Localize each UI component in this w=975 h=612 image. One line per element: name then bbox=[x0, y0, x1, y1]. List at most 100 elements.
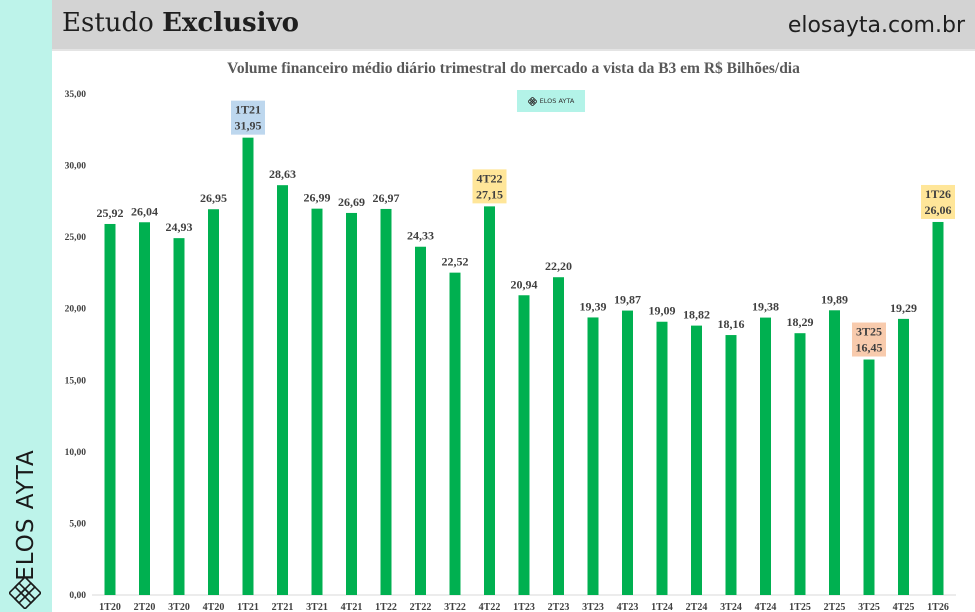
chart-title: Volume financeiro médio diário trimestra… bbox=[227, 60, 800, 77]
elos-ayta-knot-icon bbox=[9, 577, 41, 609]
bar-2T25 bbox=[829, 310, 840, 595]
y-tick-label: 5,00 bbox=[69, 519, 86, 529]
bar-2T22 bbox=[415, 246, 426, 595]
x-tick-label: 3T24 bbox=[720, 602, 742, 612]
y-tick-label: 10,00 bbox=[65, 448, 87, 458]
plot-area: 0,00 5,00 10,00 15,00 20,00 25,00 30,00 35,00 1T… bbox=[65, 90, 956, 612]
y-tick-label: 0,00 bbox=[69, 591, 86, 601]
x-tick-label: 3T21 bbox=[306, 602, 328, 612]
data-label: 19,29 bbox=[890, 301, 917, 315]
x-tick-label: 1T21 bbox=[237, 602, 259, 612]
data-label: 24,33 bbox=[407, 229, 434, 243]
x-tick-label: 1T20 bbox=[99, 602, 121, 612]
bar-4T20 bbox=[208, 209, 219, 596]
bar-2T24 bbox=[691, 325, 702, 595]
x-tick-label: 2T22 bbox=[410, 602, 432, 612]
data-label: 19,38 bbox=[752, 300, 779, 314]
highlight-box bbox=[852, 322, 886, 357]
bar-2T21 bbox=[277, 185, 288, 595]
page-title: Estudo Exclusivo bbox=[62, 8, 299, 38]
data-label: 28,63 bbox=[269, 167, 296, 181]
x-tick-label: 3T22 bbox=[444, 602, 466, 612]
bar-3T25 bbox=[863, 359, 875, 595]
site-url: elosayta.com.br bbox=[787, 13, 965, 38]
watermark-text: ELOS AYTA bbox=[539, 97, 575, 105]
x-tick-label: 3T25 bbox=[858, 602, 880, 612]
highlight-category-label: 1T26 bbox=[925, 187, 951, 201]
data-label: 27,15 bbox=[476, 187, 503, 201]
bar-4T24 bbox=[760, 317, 771, 595]
sidebar-brand-text: ELOS AYTA bbox=[13, 449, 39, 581]
data-label: 26,06 bbox=[925, 203, 952, 217]
data-label: 18,82 bbox=[683, 308, 710, 322]
x-tick-label: 2T20 bbox=[134, 602, 156, 612]
bar-3T22 bbox=[449, 272, 461, 595]
brand-sidebar: ELOS AYTA bbox=[0, 0, 52, 612]
data-label: 26,69 bbox=[338, 195, 365, 209]
data-label: 26,04 bbox=[131, 204, 158, 218]
bar-3T20 bbox=[173, 238, 185, 596]
data-label: 20,94 bbox=[511, 277, 538, 291]
bar-1T25 bbox=[794, 333, 806, 595]
x-tick-label: 1T23 bbox=[513, 602, 535, 612]
bar-1T20 bbox=[104, 223, 116, 596]
x-tick-label: 2T24 bbox=[686, 602, 708, 612]
bar-1T21 bbox=[242, 137, 254, 595]
highlight-box bbox=[472, 169, 507, 204]
watermark-badge: ELOS AYTA bbox=[517, 90, 585, 112]
data-label: 19,89 bbox=[821, 292, 848, 306]
bar-4T23 bbox=[622, 310, 633, 595]
y-tick-label: 35,00 bbox=[65, 90, 87, 100]
elos-ayta-knot-icon bbox=[527, 96, 537, 106]
data-label: 19,39 bbox=[580, 299, 607, 313]
bar-4T25 bbox=[898, 318, 909, 595]
x-tick-label: 1T24 bbox=[651, 602, 673, 612]
x-tick-label: 2T21 bbox=[272, 602, 294, 612]
x-tick-label: 1T25 bbox=[789, 602, 811, 612]
x-tick-label: 4T21 bbox=[341, 602, 363, 612]
x-tick-label: 4T24 bbox=[755, 602, 777, 612]
page-title-regular: Estudo bbox=[62, 8, 154, 38]
x-tick-label: 4T23 bbox=[617, 602, 639, 612]
x-tick-label: 1T22 bbox=[375, 602, 397, 612]
data-label: 26,99 bbox=[304, 191, 331, 205]
bar-4T22 bbox=[484, 206, 495, 596]
data-label: 18,16 bbox=[718, 317, 745, 331]
y-tick-label: 25,00 bbox=[65, 233, 87, 243]
y-tick-label: 20,00 bbox=[65, 305, 87, 315]
y-tick-label: 30,00 bbox=[65, 162, 87, 172]
data-label: 19,09 bbox=[649, 304, 676, 318]
bar-1T24 bbox=[656, 321, 668, 595]
x-tick-label: 1T26 bbox=[927, 602, 949, 612]
highlight-box bbox=[231, 100, 265, 135]
bar-chart: Volume financeiro médio diário trimestra… bbox=[52, 51, 975, 612]
x-tick-label: 4T22 bbox=[479, 602, 501, 612]
data-label: 31,95 bbox=[235, 119, 262, 133]
data-label: 26,95 bbox=[200, 191, 227, 205]
data-label: 18,29 bbox=[787, 315, 814, 329]
x-tick-label: 3T23 bbox=[582, 602, 604, 612]
bar-3T21 bbox=[311, 208, 323, 596]
data-label: 24,93 bbox=[166, 220, 193, 234]
x-tick-label: 2T23 bbox=[548, 602, 570, 612]
highlight-box bbox=[921, 184, 955, 219]
data-label: 16,45 bbox=[856, 341, 883, 355]
page-header: Estudo Exclusivo elosayta.com.br bbox=[52, 0, 975, 51]
bar-3T24 bbox=[725, 335, 737, 595]
bar-4T21 bbox=[346, 212, 357, 595]
highlight-category-label: 4T22 bbox=[476, 171, 502, 185]
data-label: 22,52 bbox=[442, 255, 469, 269]
x-tick-label: 2T25 bbox=[824, 602, 846, 612]
y-tick-label: 15,00 bbox=[65, 376, 87, 386]
x-tick-label: 4T20 bbox=[203, 602, 225, 612]
bar-3T23 bbox=[587, 317, 599, 595]
bar-2T23 bbox=[553, 277, 564, 595]
bar-1T23 bbox=[518, 295, 530, 595]
data-label: 26,97 bbox=[373, 191, 400, 205]
highlight-category-label: 1T21 bbox=[235, 103, 261, 117]
bar-2T20 bbox=[139, 222, 150, 596]
bar-1T26 bbox=[932, 221, 944, 595]
data-label: 19,87 bbox=[614, 293, 641, 307]
page-title-bold: Exclusivo bbox=[162, 8, 299, 38]
data-label: 22,20 bbox=[545, 259, 572, 273]
